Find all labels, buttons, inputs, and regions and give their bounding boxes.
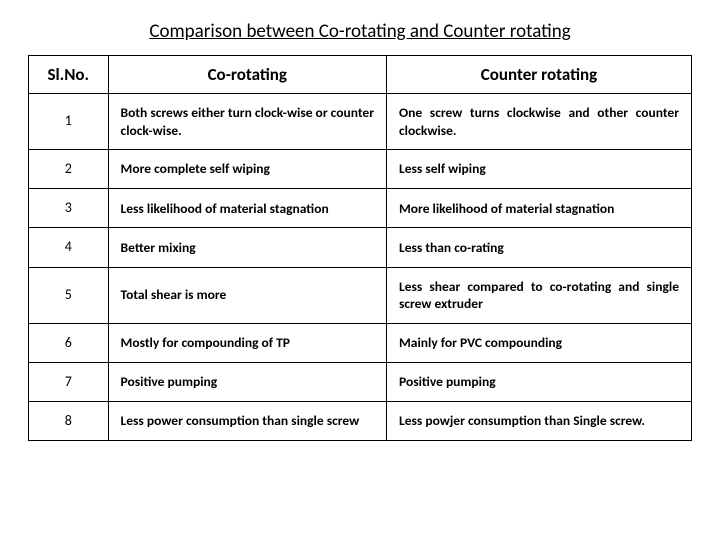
cell-counter-rotating: Less shear compared to co-rotating and s… <box>387 267 692 323</box>
cell-slno: 5 <box>29 267 109 323</box>
cell-co-rotating: Less power consumption than single screw <box>108 402 386 441</box>
cell-counter-rotating: Positive pumping <box>387 362 692 401</box>
table-row: 6Mostly for compounding of TPMainly for … <box>29 323 692 362</box>
table-row: 5Total shear is moreLess shear compared … <box>29 267 692 323</box>
cell-counter-rotating: Mainly for PVC compounding <box>387 323 692 362</box>
table-row: 3Less likelihood of material stagnationM… <box>29 189 692 228</box>
table-row: 2More complete self wipingLess self wipi… <box>29 150 692 189</box>
cell-co-rotating: More complete self wiping <box>108 150 386 189</box>
cell-slno: 1 <box>29 94 109 150</box>
table-header-row: Sl.No. Co-rotating Counter rotating <box>29 56 692 94</box>
cell-counter-rotating: Less self wiping <box>387 150 692 189</box>
page-title: Comparison between Co-rotating and Count… <box>28 20 692 43</box>
cell-slno: 2 <box>29 150 109 189</box>
cell-co-rotating: Less likelihood of material stagnation <box>108 189 386 228</box>
cell-counter-rotating: Less powjer consumption than Single scre… <box>387 402 692 441</box>
table-body: 1Both screws either turn clock-wise or c… <box>29 94 692 441</box>
cell-slno: 4 <box>29 228 109 267</box>
cell-counter-rotating: One screw turns clockwise and other coun… <box>387 94 692 150</box>
cell-co-rotating: Total shear is more <box>108 267 386 323</box>
cell-slno: 8 <box>29 402 109 441</box>
cell-co-rotating: Mostly for compounding of TP <box>108 323 386 362</box>
col-header-cr: Counter rotating <box>387 56 692 94</box>
col-header-slno: Sl.No. <box>29 56 109 94</box>
table-row: 1Both screws either turn clock-wise or c… <box>29 94 692 150</box>
comparison-table: Sl.No. Co-rotating Counter rotating 1Bot… <box>28 55 692 441</box>
table-row: 7Positive pumpingPositive pumping <box>29 362 692 401</box>
cell-slno: 6 <box>29 323 109 362</box>
cell-slno: 3 <box>29 189 109 228</box>
cell-co-rotating: Positive pumping <box>108 362 386 401</box>
cell-slno: 7 <box>29 362 109 401</box>
cell-counter-rotating: More likelihood of material stagnation <box>387 189 692 228</box>
cell-co-rotating: Both screws either turn clock-wise or co… <box>108 94 386 150</box>
cell-counter-rotating: Less than co-rating <box>387 228 692 267</box>
cell-co-rotating: Better mixing <box>108 228 386 267</box>
col-header-co: Co-rotating <box>108 56 386 94</box>
table-row: 8Less power consumption than single scre… <box>29 402 692 441</box>
table-row: 4Better mixingLess than co-rating <box>29 228 692 267</box>
